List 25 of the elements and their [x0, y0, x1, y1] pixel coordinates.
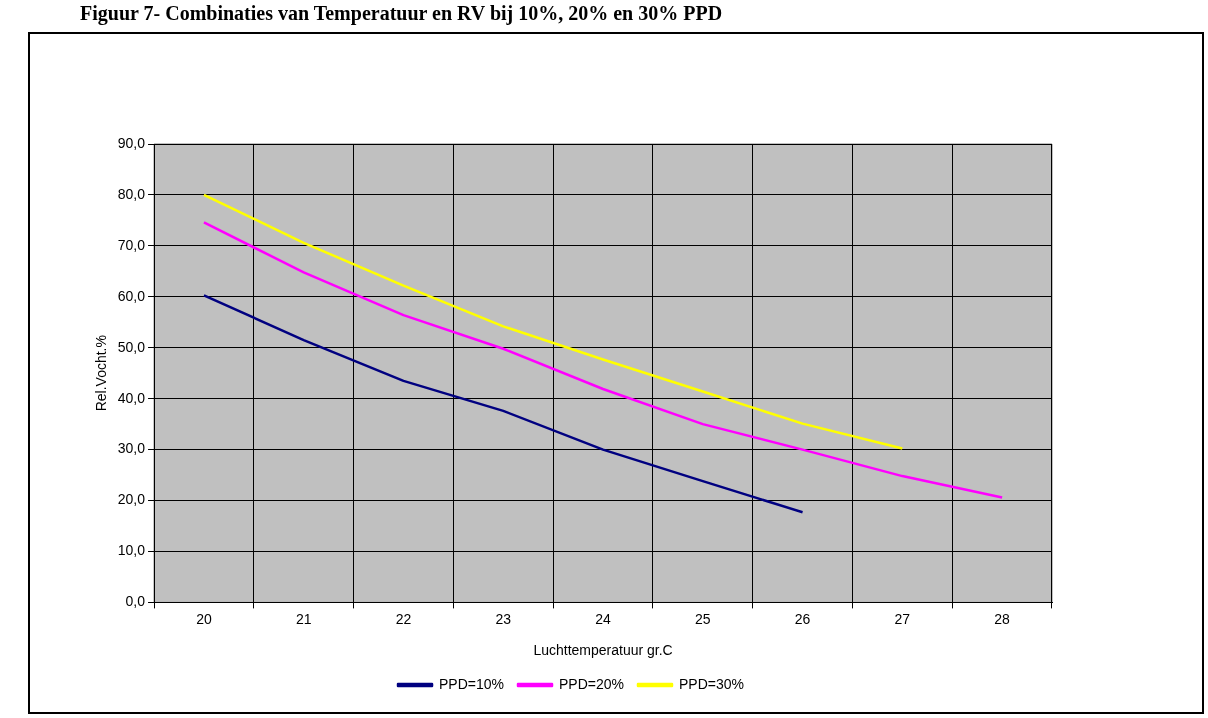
y-tick-label: 70,0: [117, 236, 146, 253]
legend-label: PPD=10%: [439, 675, 505, 692]
x-tick-label: 21: [295, 610, 312, 627]
y-tick-label: 30,0: [117, 440, 146, 457]
x-tick-label: 27: [894, 610, 911, 627]
x-tick-label: 20: [196, 610, 212, 627]
y-tick-label: 50,0: [117, 338, 146, 355]
x-tick-label: 24: [595, 610, 612, 627]
y-tick-label: 0,0: [125, 593, 146, 610]
y-tick-label: 10,0: [117, 542, 146, 559]
x-tick-label: 28: [994, 610, 1011, 627]
x-axis-title: Luchttemperatuur gr.C: [533, 642, 673, 659]
y-axis-title: Rel.Vocht.%: [93, 335, 110, 412]
y-tick-label: 80,0: [117, 185, 146, 202]
y-tick-label: 40,0: [117, 389, 146, 406]
x-tick-label: 25: [695, 610, 711, 627]
x-tick-label: 23: [495, 610, 512, 627]
legend-label: PPD=30%: [678, 675, 744, 692]
y-tick-label: 90,0: [117, 134, 146, 151]
x-tick-label: 22: [395, 610, 412, 627]
legend-label: PPD=20%: [559, 675, 624, 692]
y-tick-label: 20,0: [117, 491, 146, 508]
x-tick-label: 26: [794, 610, 811, 627]
y-tick-label: 60,0: [117, 287, 146, 304]
chart-title: Figuur 7- Combinaties van Temperatuur en RV bij 10%, 20% en 30% PPD: [80, 2, 723, 25]
